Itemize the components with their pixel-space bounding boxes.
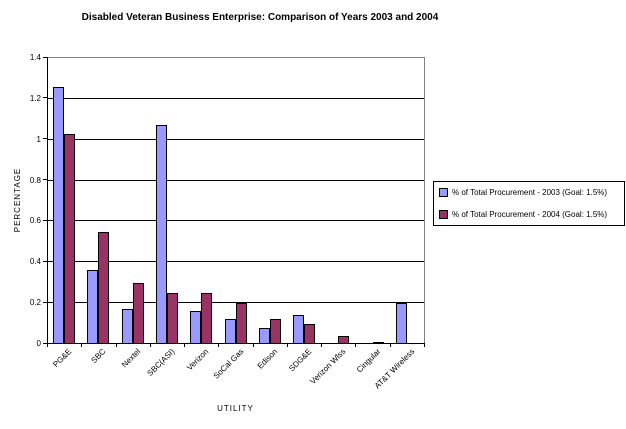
bar-2003-edison	[259, 328, 270, 344]
bar-2004-nextel	[133, 283, 144, 344]
bar-2004-pg-e	[64, 134, 75, 344]
gridline-1.2	[47, 97, 424, 99]
y-tick-1.4	[43, 56, 47, 58]
y-tick-label-0.2: 0.2	[29, 298, 41, 308]
bar-2003-nextel	[122, 309, 133, 344]
gridline-0.4	[47, 261, 424, 263]
y-axis-title: PERCENTAGE	[13, 167, 22, 233]
bar-2004-verizon	[201, 293, 212, 344]
x-tick-6	[252, 343, 254, 347]
bar-2003-pg-e	[53, 87, 64, 344]
legend-item-2004: % of Total Procurement - 2004 (Goal: 1.5…	[439, 209, 607, 220]
x-tick-5	[218, 343, 220, 347]
gridline-0.8	[47, 179, 424, 181]
x-tick-9	[355, 343, 357, 347]
y-axis-line	[47, 57, 48, 343]
x-tick-11	[424, 343, 425, 347]
x-tick-8	[321, 343, 323, 347]
x-axis-line	[47, 343, 425, 344]
y-tick-label-0: 0	[36, 339, 41, 348]
bar-2004-edison	[270, 319, 281, 344]
x-tick-10	[389, 343, 391, 347]
legend: % of Total Procurement - 2003 (Goal: 1.5…	[433, 181, 625, 226]
bar-2003-sbc	[87, 270, 98, 344]
y-tick-label-1: 1	[36, 134, 41, 144]
bar-2004-sdg-e	[304, 324, 315, 344]
y-tick-0.4	[43, 260, 47, 262]
y-tick-0	[43, 342, 47, 344]
x-tick-1	[81, 343, 83, 347]
y-tick-1	[43, 138, 47, 140]
bar-2004-sbc	[98, 232, 109, 344]
y-tick-label-1.2: 1.2	[29, 93, 41, 103]
x-tick-7	[286, 343, 288, 347]
legend-item-2003: % of Total Procurement - 2003 (Goal: 1.5…	[439, 187, 607, 198]
bar-2003-socal-gas	[225, 319, 236, 344]
bar-2003-at-t-wireless	[396, 303, 407, 344]
x-tick-3	[149, 343, 151, 347]
legend-label-2004: % of Total Procurement - 2004 (Goal: 1.5…	[452, 210, 608, 219]
bar-2004-socal-gas	[236, 303, 247, 344]
y-tick-0.2	[43, 301, 47, 303]
y-tick-0.6	[43, 219, 47, 221]
gridline-0.2	[47, 302, 424, 304]
legend-swatch-2004	[439, 210, 448, 219]
bar-2003-sbc-asi	[156, 125, 167, 344]
legend-swatch-2003	[439, 188, 448, 197]
y-tick-1.2	[43, 97, 47, 99]
chart-title: Disabled Veteran Business Enterprise: Co…	[81, 12, 439, 23]
x-tick-0	[47, 343, 48, 347]
y-tick-label-0.8: 0.8	[29, 175, 41, 185]
x-tick-2	[115, 343, 117, 347]
gridline-0.6	[47, 220, 424, 222]
bar-2003-sdg-e	[293, 315, 304, 344]
y-tick-label-1.4: 1.4	[29, 53, 41, 62]
bar-2003-verizon	[190, 311, 201, 344]
x-tick-4	[184, 343, 186, 347]
y-tick-0.8	[43, 179, 47, 181]
legend-label-2003: % of Total Procurement - 2003 (Goal: 1.5…	[452, 188, 608, 197]
plot-area	[47, 57, 425, 344]
x-axis-title: UTILITY	[217, 404, 254, 413]
gridline-1	[47, 138, 424, 140]
bar-2004-sbc-asi	[167, 293, 178, 344]
y-tick-label-0.6: 0.6	[29, 216, 41, 226]
y-tick-label-0.4: 0.4	[29, 257, 41, 267]
